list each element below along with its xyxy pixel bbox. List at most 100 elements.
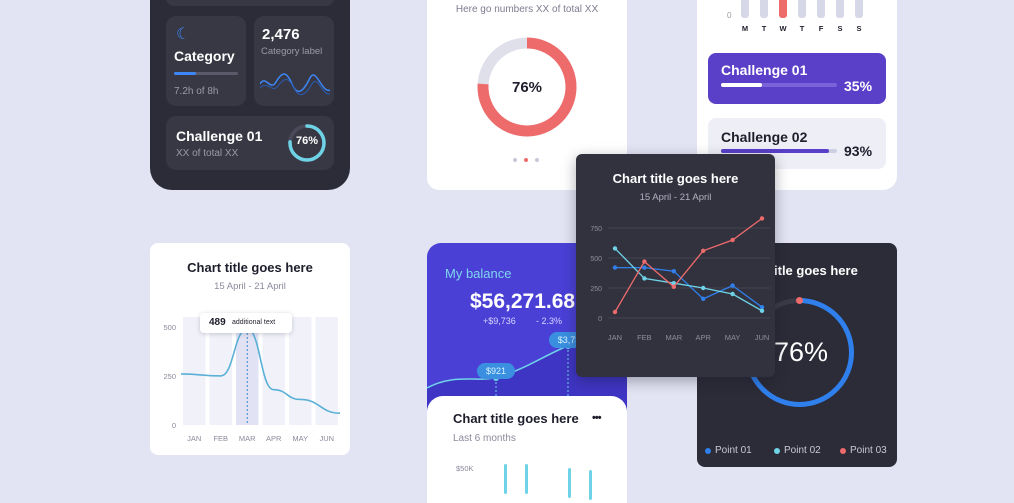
challenge-percent: 76% [295, 135, 319, 147]
point-label-1: $921 [477, 363, 515, 379]
sub-chart-subtitle: Last 6 months [453, 433, 516, 444]
pager-dots[interactable] [513, 158, 543, 164]
weekly-bar [855, 0, 863, 18]
sub-bar [525, 464, 528, 494]
category-tile[interactable]: ☾ Category 7.2h of 8h [166, 16, 246, 106]
weekly-bar [760, 0, 768, 18]
x-tick-label: JUN [319, 434, 334, 443]
series-point [642, 259, 647, 264]
series-point [701, 248, 706, 253]
dark-line-chart-card: Chart title goes here 15 April - 21 Apri… [576, 154, 775, 377]
x-tick-label: MAY [292, 434, 308, 443]
x-tick-label: JUN [755, 333, 770, 342]
challenge-1-percent: 35% [844, 78, 873, 94]
series-point [671, 281, 676, 286]
legend-label: Point 02 [784, 445, 821, 456]
y-tick-label: 500 [163, 323, 176, 332]
chart-column-bg [289, 317, 312, 425]
chart-column-bg [262, 317, 285, 425]
challenge-2-fill [721, 149, 829, 153]
x-tick-label: JAN [608, 333, 622, 342]
x-tick-label: MAR [239, 434, 256, 443]
sub-bar [568, 468, 571, 498]
x-tick-label: JAN [187, 434, 201, 443]
chart-line-series [180, 328, 341, 415]
series-point [759, 216, 765, 221]
series-point [759, 305, 765, 310]
pager-dot-active[interactable] [524, 158, 528, 162]
category-progress-fill [174, 72, 197, 75]
top-tile-stub [166, 0, 334, 6]
line-chart-card: Chart title goes here 15 April - 21 Apri… [150, 243, 350, 455]
series-point [759, 308, 765, 313]
challenge-title: Challenge 01 [176, 128, 263, 144]
challenge-2-percent: 93% [844, 143, 873, 159]
chart-column-bg [183, 317, 206, 425]
x-tick-label: FEB [213, 434, 228, 443]
challenge-1-track [721, 83, 837, 87]
y-tick-label: 250 [590, 286, 602, 293]
series-point [701, 296, 706, 301]
category-title: Category [174, 48, 235, 64]
stat-sparkline [260, 73, 330, 96]
weekly-tick-zero: 0 [727, 11, 732, 20]
tooltip-text: additional text [232, 319, 276, 326]
weekly-day-label: F [818, 24, 824, 33]
white-line-chart: JAN FEB MAR APR MAY JUN 500 250 0 [163, 317, 341, 443]
y-tick-label: 250 [163, 372, 176, 381]
chart-column-bg [315, 317, 338, 425]
chart-tooltip: 489 additional text [200, 313, 292, 333]
challenge-2-track [721, 149, 837, 153]
stat-label: Category label [261, 46, 323, 57]
series-point [701, 285, 706, 291]
series-point [612, 265, 618, 270]
weekly-bar [817, 0, 825, 18]
y-tick-label: 0 [598, 316, 602, 323]
dark-line-chart: 750 500 250 0 JAN FEB MAR APR MAY JUN [590, 216, 770, 342]
weekly-day-label: T [761, 24, 767, 33]
legend-label: Point 01 [715, 445, 752, 456]
chart-column-bg [209, 317, 232, 425]
dark-chart-subtitle: 15 April - 21 April [639, 192, 712, 203]
series-point [671, 269, 676, 274]
challenge-tile[interactable]: Challenge 01 XX of total XX 76% [166, 116, 334, 170]
series-point [612, 246, 618, 251]
x-tick-label: MAY [725, 333, 741, 342]
stat-tile[interactable]: 2,476 Category label [254, 16, 334, 106]
challenge-card-1[interactable]: Challenge 01 35% [708, 53, 886, 104]
sub-bar [504, 464, 507, 494]
x-tick-label: FEB [637, 333, 652, 342]
series-line [614, 247, 763, 312]
tooltip-value: 489 [209, 317, 226, 328]
y-tick-label: 750 [590, 226, 602, 233]
y-tick-label: 500 [590, 256, 602, 263]
balance-change-percent: - 2.3% [536, 316, 563, 326]
pager-dot[interactable] [513, 158, 517, 162]
series-point [612, 309, 618, 315]
category-sub: 7.2h of 8h [174, 86, 219, 97]
series-point [730, 291, 735, 297]
donut-chart [477, 37, 577, 137]
dark-chart-title: Chart title goes here [612, 171, 739, 186]
stat-value: 2,476 [262, 26, 300, 43]
pager-dot[interactable] [535, 158, 539, 162]
series-point [730, 237, 735, 243]
challenge-sub: XX of total XX [176, 148, 239, 159]
category-progress [174, 72, 238, 75]
chart-title: Chart title goes here [187, 260, 313, 275]
series-point [671, 284, 676, 289]
sub-bar [589, 470, 592, 500]
more-icon[interactable]: ••• [592, 412, 602, 424]
series-line [614, 217, 763, 313]
chart-column-bg [236, 317, 259, 425]
series-point [730, 283, 735, 288]
legend-dot [774, 448, 780, 454]
balance-change-amount: +$9,736 [483, 316, 516, 326]
challenge-1-title: Challenge 01 [721, 62, 808, 78]
moon-icon: ☾ [176, 26, 191, 43]
x-tick-label: APR [695, 333, 711, 342]
weekly-day-label: W [779, 24, 787, 33]
donut-subtitle: Here go numbers XX of total XX [455, 4, 599, 15]
challenge-2-title: Challenge 02 [721, 129, 808, 145]
